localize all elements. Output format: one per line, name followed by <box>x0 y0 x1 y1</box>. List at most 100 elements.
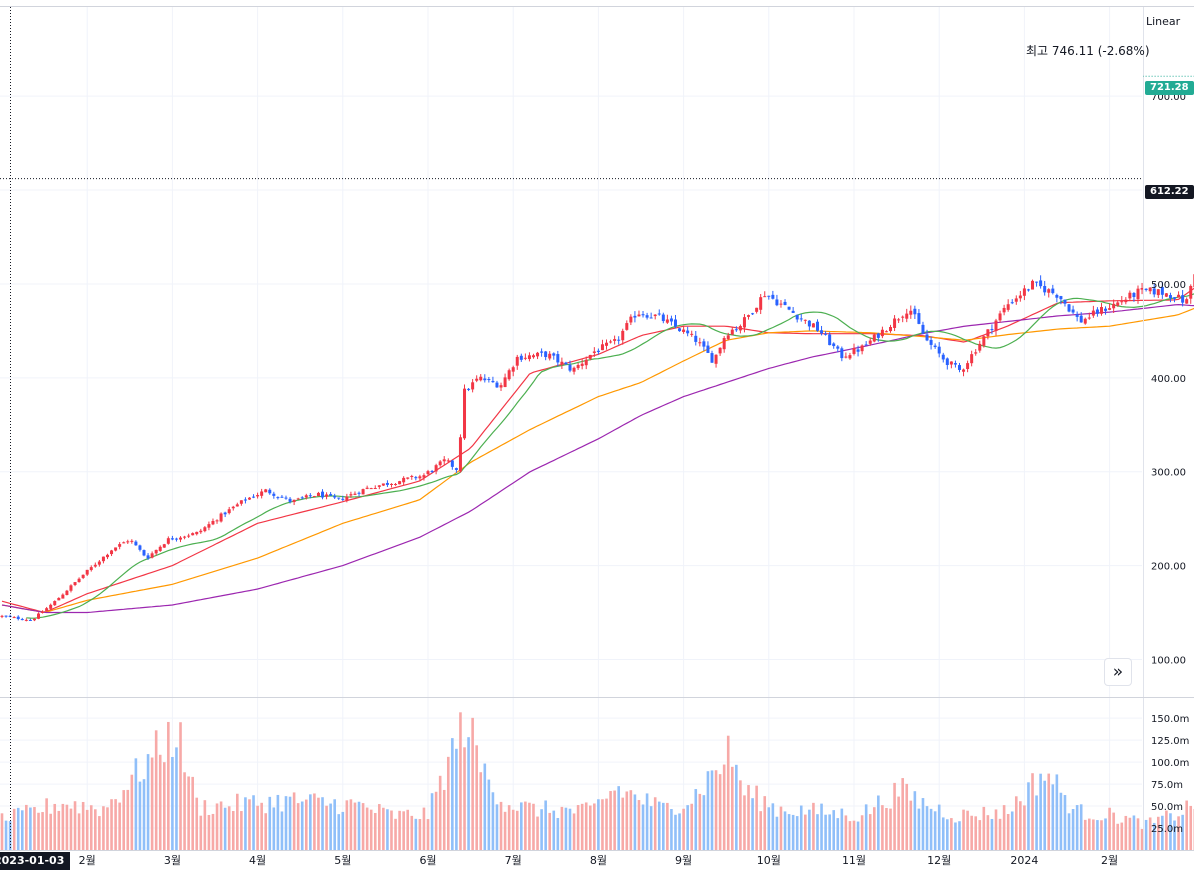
candle-body <box>122 542 126 544</box>
volume-bar <box>252 795 255 850</box>
candle-body <box>243 499 247 501</box>
candle-body <box>223 512 227 515</box>
volume-bar <box>1165 810 1168 850</box>
candle-body <box>1177 294 1181 298</box>
volume-bar <box>779 806 783 850</box>
candle-body <box>1189 285 1193 299</box>
volume-bar <box>584 802 588 850</box>
volume-bar <box>524 801 527 850</box>
candle-body <box>1059 296 1063 300</box>
volume-bar <box>609 791 612 850</box>
time-tick-label: 2월 <box>1101 854 1118 867</box>
scale-mode-button[interactable]: Linear <box>1146 15 1181 28</box>
volume-bar <box>507 805 511 850</box>
candle-body <box>138 545 142 550</box>
candle-body <box>763 296 767 298</box>
volume-bar <box>134 758 138 850</box>
candle-body <box>527 355 531 360</box>
candle-body <box>734 329 738 331</box>
volume-bar <box>828 814 831 850</box>
crosshair-price-tag: 612.22 <box>1145 185 1194 199</box>
volume-bar <box>787 814 791 850</box>
volume-bar <box>451 738 454 850</box>
candle-body <box>576 364 580 369</box>
volume-bar <box>386 809 389 850</box>
volume-bar <box>304 799 308 850</box>
volume-bar <box>378 804 381 850</box>
candle-body <box>962 369 966 372</box>
volume-bar <box>783 811 787 850</box>
candle-body <box>1104 308 1108 311</box>
volume-bar <box>179 722 182 850</box>
volume-bar <box>491 792 495 850</box>
candle-body <box>475 378 479 381</box>
ma-line-ma100 <box>1 307 1194 613</box>
candle-body <box>126 541 130 543</box>
volume-bar <box>422 807 426 850</box>
candle-body <box>479 376 483 381</box>
volume-bar <box>564 807 568 850</box>
candle-body <box>300 497 304 499</box>
volume-bar <box>552 810 556 850</box>
candle-body <box>949 361 953 365</box>
volume-bar <box>629 790 633 850</box>
volume-bar <box>645 793 649 850</box>
volume-bar <box>29 807 32 850</box>
volume-bar <box>844 815 848 850</box>
candle-body <box>381 483 385 486</box>
candle-body <box>158 546 162 551</box>
volume-bar <box>970 815 973 850</box>
volume-bar <box>167 721 170 850</box>
volume-bar <box>747 785 750 850</box>
candle-body <box>365 487 369 489</box>
candle-body <box>418 476 422 479</box>
candle-body <box>28 619 32 621</box>
candle-body <box>438 461 442 466</box>
volume-bar <box>958 821 961 850</box>
time-tick-label: 2024 <box>1010 854 1038 867</box>
volume-bar <box>483 763 487 850</box>
candle-body <box>434 465 438 472</box>
candle-body <box>1132 292 1136 298</box>
candle-body <box>268 489 272 494</box>
candle-body <box>260 491 264 496</box>
candle-body <box>828 334 832 346</box>
candle-body <box>669 318 673 322</box>
candle-body <box>556 354 560 363</box>
volume-bar <box>864 804 868 850</box>
volume-bar <box>292 792 296 850</box>
candle-body <box>1136 288 1140 299</box>
candle-body <box>1051 288 1055 294</box>
candle-body <box>337 497 341 499</box>
candle-body <box>4 615 8 617</box>
candle-body <box>450 460 454 467</box>
candle-body <box>718 347 722 354</box>
volume-bar <box>937 804 941 850</box>
time-tick-label: 8월 <box>590 854 607 867</box>
volume-bar <box>442 789 446 850</box>
price-tick-label: 200.00 <box>1151 562 1186 573</box>
volume-bar <box>455 748 458 850</box>
volume-bar <box>994 809 998 850</box>
price-tick-label: 300.00 <box>1151 468 1186 479</box>
candle-body <box>986 329 990 337</box>
candle-body <box>889 327 893 332</box>
volume-bar <box>1079 804 1083 850</box>
volume-bar <box>122 790 126 850</box>
volume-bar <box>260 802 263 850</box>
volume-bar <box>276 794 280 850</box>
candle-body <box>231 506 235 509</box>
candle-body <box>16 616 20 620</box>
volume-tick-label: 50.0m <box>1151 802 1183 813</box>
volume-bar <box>284 796 288 850</box>
candle-body <box>272 493 276 496</box>
candle-body <box>783 301 787 306</box>
volume-bar <box>463 747 466 850</box>
volume-bar <box>714 770 718 850</box>
scroll-to-realtime-button[interactable]: » <box>1104 658 1132 686</box>
candle-body <box>682 329 686 332</box>
ma-line-ma20 <box>26 293 1194 619</box>
